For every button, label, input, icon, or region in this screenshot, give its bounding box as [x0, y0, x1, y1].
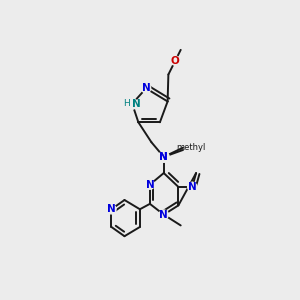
Circle shape	[127, 98, 138, 109]
Circle shape	[159, 152, 168, 161]
Text: O: O	[171, 56, 180, 66]
Text: methyl: methyl	[176, 143, 206, 152]
Text: H: H	[123, 99, 130, 108]
Text: N: N	[142, 83, 150, 93]
Text: N: N	[159, 152, 168, 162]
Circle shape	[171, 56, 180, 65]
Text: N: N	[107, 204, 116, 214]
Circle shape	[145, 180, 154, 189]
Circle shape	[158, 152, 169, 162]
Text: N: N	[188, 182, 197, 192]
Circle shape	[141, 84, 151, 93]
Circle shape	[188, 182, 197, 191]
Circle shape	[107, 205, 116, 214]
Text: N: N	[159, 210, 168, 220]
Circle shape	[159, 210, 168, 219]
Text: N: N	[132, 99, 140, 109]
Text: N: N	[146, 180, 154, 190]
Text: N: N	[159, 152, 168, 162]
Bar	[186, 144, 221, 153]
